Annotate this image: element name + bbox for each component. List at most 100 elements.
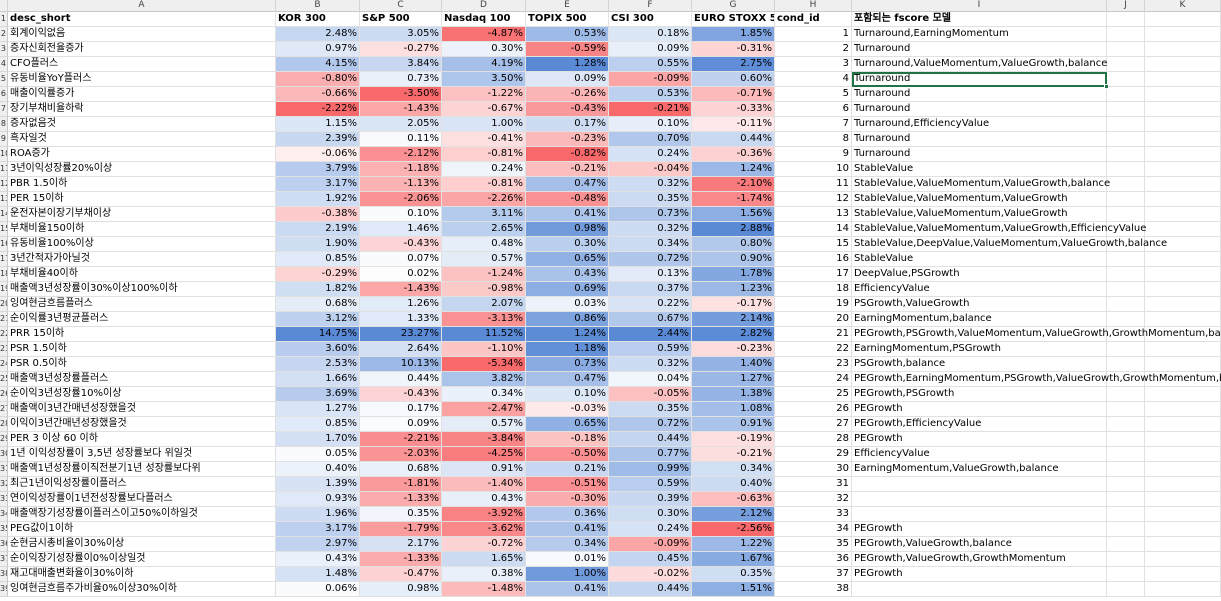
column-header-g[interactable]: G (692, 0, 775, 12)
return-cell[interactable]: 0.98% (526, 222, 609, 237)
cond-id-cell[interactable]: 29 (775, 447, 852, 462)
empty-cell[interactable] (1107, 327, 1145, 342)
return-cell[interactable]: 0.24% (442, 162, 526, 177)
row-number[interactable]: 37 (0, 552, 8, 567)
desc-cell[interactable]: 매출액3년성장률플러스 (8, 372, 276, 387)
row-number[interactable]: 10 (0, 147, 8, 162)
desc-cell[interactable]: 순이익3년성장률10%이상 (8, 387, 276, 402)
model-cell[interactable]: Turnaround (852, 102, 1107, 117)
empty-cell[interactable] (1145, 432, 1221, 447)
return-cell[interactable]: 0.35% (360, 507, 442, 522)
return-cell[interactable]: 0.11% (360, 132, 442, 147)
return-cell[interactable]: 2.12% (692, 507, 775, 522)
return-cell[interactable]: -0.21% (526, 162, 609, 177)
empty-cell[interactable] (1145, 147, 1221, 162)
return-cell[interactable]: -0.30% (526, 492, 609, 507)
desc-cell[interactable]: PRR 15이하 (8, 327, 276, 342)
desc-cell[interactable]: 잉여현금흐름주가비율0%이상30%이하 (8, 582, 276, 597)
model-cell[interactable]: DeepValue,PSGrowth (852, 267, 1107, 282)
return-cell[interactable]: 3.82% (442, 372, 526, 387)
return-cell[interactable]: -1.48% (442, 582, 526, 597)
return-cell[interactable]: 1.27% (276, 402, 360, 417)
desc-cell[interactable]: 부채비율40이하 (8, 267, 276, 282)
return-cell[interactable]: 1.26% (360, 297, 442, 312)
model-cell[interactable]: StableValue,DeepValue,ValueMomentum,Valu… (852, 237, 1167, 252)
return-cell[interactable]: 0.91% (692, 417, 775, 432)
model-cell[interactable] (852, 507, 1107, 522)
empty-cell[interactable] (1107, 117, 1145, 132)
return-cell[interactable]: 3.60% (276, 342, 360, 357)
return-cell[interactable]: -0.17% (692, 297, 775, 312)
return-cell[interactable]: 3.12% (276, 312, 360, 327)
desc-cell[interactable]: 매출액이3년간매년성장했을것 (8, 402, 276, 417)
return-cell[interactable]: 0.13% (609, 267, 692, 282)
row-number[interactable]: 15 (0, 222, 8, 237)
empty-cell[interactable] (1107, 447, 1145, 462)
cond-id-cell[interactable]: 6 (775, 102, 852, 117)
empty-cell[interactable] (1145, 207, 1221, 222)
empty-cell[interactable] (1145, 522, 1221, 537)
return-cell[interactable]: -3.13% (442, 312, 526, 327)
empty-cell[interactable] (1145, 117, 1221, 132)
empty-cell[interactable] (1107, 492, 1145, 507)
empty-cell[interactable] (1107, 507, 1145, 522)
return-cell[interactable]: 0.99% (609, 462, 692, 477)
return-cell[interactable]: -2.26% (442, 192, 526, 207)
empty-cell[interactable] (1107, 192, 1145, 207)
return-cell[interactable]: 0.68% (276, 297, 360, 312)
return-cell[interactable]: -3.50% (360, 87, 442, 102)
return-cell[interactable]: -0.41% (442, 132, 526, 147)
row-number[interactable]: 5 (0, 72, 8, 87)
empty-cell[interactable] (1145, 222, 1221, 237)
return-cell[interactable]: -0.21% (692, 447, 775, 462)
row-number[interactable]: 11 (0, 162, 8, 177)
return-cell[interactable]: -0.04% (609, 162, 692, 177)
row-number[interactable]: 36 (0, 537, 8, 552)
return-cell[interactable]: 1.00% (442, 117, 526, 132)
return-cell[interactable]: 2.65% (442, 222, 526, 237)
empty-cell[interactable] (1145, 162, 1221, 177)
return-cell[interactable]: 0.02% (360, 267, 442, 282)
empty-cell[interactable] (1145, 507, 1221, 522)
empty-cell[interactable] (1145, 387, 1221, 402)
model-cell[interactable]: PEGrowth,ValueGrowth,GrowthMomentum (852, 552, 1107, 567)
return-cell[interactable]: -3.92% (442, 507, 526, 522)
return-cell[interactable]: -2.06% (360, 192, 442, 207)
return-cell[interactable]: -0.21% (609, 102, 692, 117)
cond-id-cell[interactable]: 38 (775, 582, 852, 597)
cond-id-cell[interactable]: 1 (775, 27, 852, 42)
return-cell[interactable]: 0.68% (360, 462, 442, 477)
return-cell[interactable]: 0.09% (360, 417, 442, 432)
return-cell[interactable]: 0.04% (609, 372, 692, 387)
empty-cell[interactable] (1145, 87, 1221, 102)
empty-cell[interactable] (1145, 282, 1221, 297)
model-cell[interactable]: Turnaround (852, 147, 1107, 162)
empty-cell[interactable] (1145, 267, 1221, 282)
empty-cell[interactable] (1145, 297, 1221, 312)
row-number[interactable]: 32 (0, 477, 8, 492)
return-cell[interactable]: -0.03% (526, 402, 609, 417)
return-cell[interactable]: 4.19% (442, 57, 526, 72)
desc-cell[interactable]: 재고대매출변화율이30%이하 (8, 567, 276, 582)
return-cell[interactable]: 0.01% (526, 552, 609, 567)
column-header-b[interactable]: B (276, 0, 360, 12)
return-cell[interactable]: 1.90% (276, 237, 360, 252)
empty-cell[interactable] (1107, 417, 1145, 432)
return-cell[interactable]: -0.09% (609, 72, 692, 87)
return-cell[interactable]: -0.47% (360, 567, 442, 582)
return-cell[interactable]: 0.35% (692, 567, 775, 582)
return-cell[interactable]: 10.13% (360, 357, 442, 372)
return-cell[interactable]: 2.14% (692, 312, 775, 327)
return-cell[interactable]: 1.92% (276, 192, 360, 207)
return-cell[interactable]: 0.40% (276, 462, 360, 477)
row-number[interactable]: 22 (0, 327, 8, 342)
empty-cell[interactable] (1107, 102, 1145, 117)
return-cell[interactable]: -0.05% (609, 387, 692, 402)
cond-id-cell[interactable]: 8 (775, 132, 852, 147)
row-number[interactable]: 9 (0, 132, 8, 147)
desc-cell[interactable]: 잉여현금흐름플러스 (8, 297, 276, 312)
return-cell[interactable]: -1.33% (360, 552, 442, 567)
return-cell[interactable]: -0.11% (692, 117, 775, 132)
return-cell[interactable]: 2.75% (692, 57, 775, 72)
return-cell[interactable]: 2.39% (276, 132, 360, 147)
